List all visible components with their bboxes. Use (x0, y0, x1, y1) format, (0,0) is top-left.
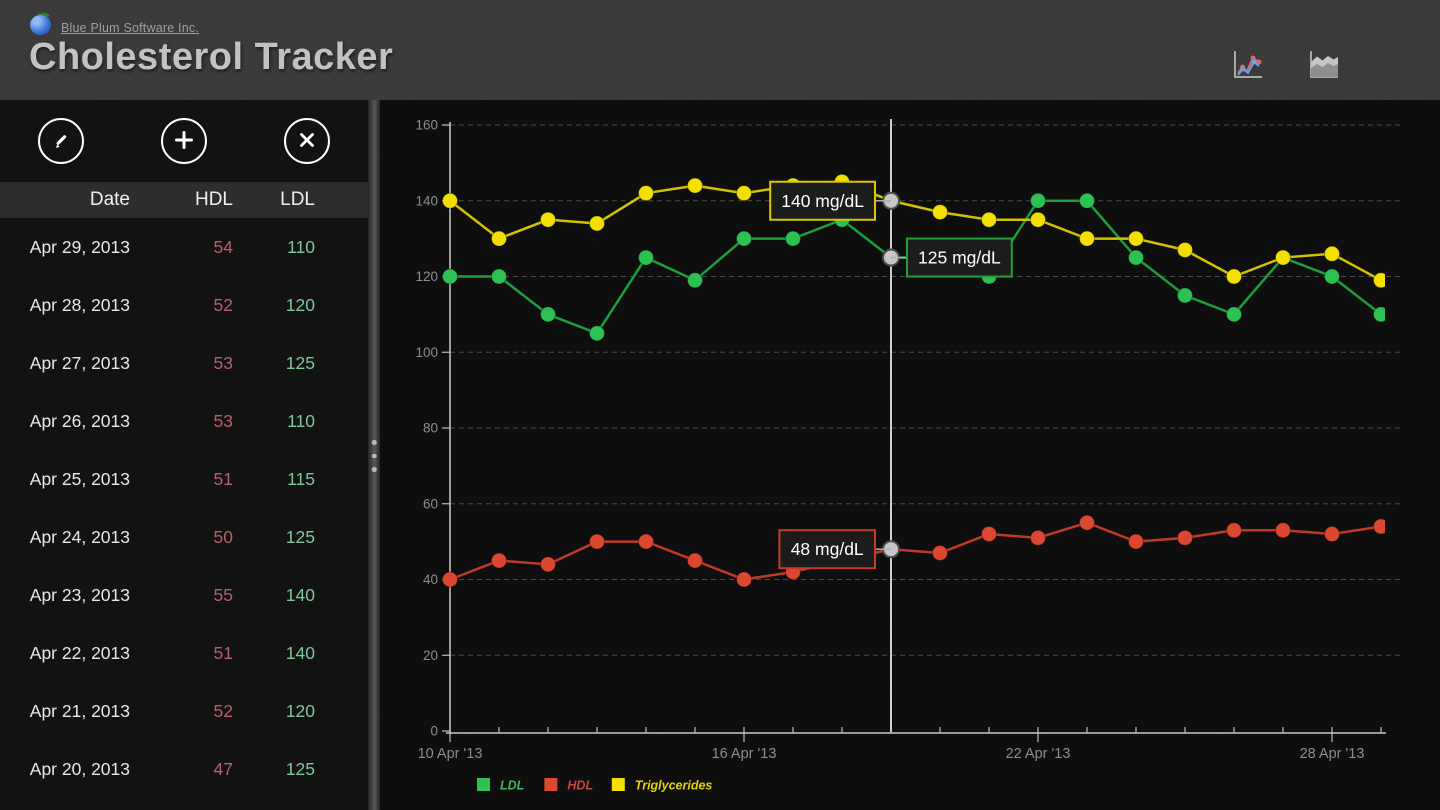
grip-dots-icon (371, 440, 377, 472)
svg-text:28 Apr '13: 28 Apr '13 (1300, 746, 1365, 762)
close-icon (295, 128, 319, 155)
plum-logo-icon (30, 10, 53, 35)
svg-text:0: 0 (430, 724, 438, 739)
app-header: Blue Plum Software Inc. Cholesterol Trac… (0, 0, 1440, 100)
cell-hdl: 47 (213, 758, 233, 779)
line-chart-view-button[interactable] (1230, 48, 1264, 82)
svg-text:100: 100 (415, 345, 438, 360)
cell-hdl: 50 (213, 526, 233, 547)
column-header-date: Date (89, 189, 130, 210)
cell-hdl: 55 (213, 584, 233, 605)
svg-text:48 mg/dL: 48 mg/dL (791, 539, 864, 559)
area-chart-view-button[interactable] (1306, 48, 1340, 82)
svg-text:80: 80 (423, 421, 438, 436)
svg-text:125 mg/dL: 125 mg/dL (918, 248, 1001, 268)
cell-ldl: 125 (285, 352, 315, 373)
column-header-ldl: LDL (280, 189, 315, 210)
records-toolbar (0, 100, 368, 182)
cell-date: Apr 29, 2013 (29, 236, 130, 257)
cell-ldl: 125 (285, 526, 315, 547)
table-row[interactable]: Apr 22, 2013 51 140 (0, 624, 368, 682)
table-row[interactable]: Apr 27, 2013 53 125 (0, 334, 368, 392)
cell-ldl: 120 (285, 700, 315, 721)
column-header-hdl: HDL (194, 189, 233, 210)
cell-ldl: 140 (285, 642, 315, 663)
cell-hdl: 51 (213, 642, 233, 663)
table-row[interactable]: Apr 21, 2013 52 120 (0, 682, 368, 740)
svg-text:Triglycerides: Triglycerides (635, 779, 713, 793)
line-chart-icon (1230, 51, 1264, 85)
chart-canvas[interactable]: 0 20 40 60 80 100 120 140 160 10 Apr '13 16 Apr '1… (380, 100, 1440, 810)
splitter-handle[interactable] (368, 100, 380, 810)
svg-text:160: 160 (415, 118, 438, 133)
table-row[interactable]: Apr 20, 2013 47 125 (0, 740, 368, 798)
cell-hdl: 54 (213, 236, 233, 257)
svg-text:140 mg/dL: 140 mg/dL (781, 191, 864, 211)
records-sidebar: Date HDL LDL Apr 29, 2013 54 110 Apr 28, 20… (0, 100, 368, 810)
area-chart-icon (1306, 51, 1340, 85)
plus-icon (172, 128, 196, 155)
cell-date: Apr 24, 2013 (29, 526, 130, 547)
cell-hdl: 52 (213, 294, 233, 315)
cell-ldl: 110 (287, 236, 315, 257)
cell-hdl: 53 (213, 410, 233, 431)
svg-text:16 Apr '13: 16 Apr '13 (712, 746, 777, 762)
cell-hdl: 51 (213, 468, 233, 489)
cell-date: Apr 23, 2013 (29, 584, 130, 605)
page-title: Cholesterol Tracker (29, 36, 394, 78)
chart-panel: 0 20 40 60 80 100 120 140 160 10 Apr '13 16 Apr '1… (380, 100, 1440, 810)
add-button[interactable] (161, 118, 207, 164)
cell-date: Apr 20, 2013 (29, 758, 130, 779)
cell-date: Apr 21, 2013 (29, 700, 130, 721)
table-row[interactable]: Apr 28, 2013 52 120 (0, 276, 368, 334)
cell-hdl: 53 (213, 352, 233, 373)
cell-date: Apr 28, 2013 (29, 294, 130, 315)
svg-text:HDL: HDL (567, 779, 593, 793)
cell-ldl: 110 (287, 410, 315, 431)
cell-date: Apr 27, 2013 (29, 352, 130, 373)
edit-button[interactable] (38, 118, 84, 164)
table-row[interactable]: Apr 25, 2013 51 115 (0, 450, 368, 508)
cell-ldl: 140 (285, 584, 315, 605)
svg-text:22 Apr '13: 22 Apr '13 (1006, 746, 1071, 762)
svg-text:60: 60 (423, 496, 438, 511)
cell-ldl: 120 (285, 294, 315, 315)
table-row[interactable]: Apr 23, 2013 55 140 (0, 566, 368, 624)
cell-ldl: 115 (287, 468, 315, 489)
cell-date: Apr 26, 2013 (29, 410, 130, 431)
cell-hdl: 52 (213, 700, 233, 721)
table-rows: Apr 29, 2013 54 110 Apr 28, 2013 52 120 Apr 27… (0, 218, 368, 810)
delete-button[interactable] (284, 118, 330, 164)
cell-date: Apr 22, 2013 (29, 642, 130, 663)
svg-text:LDL: LDL (500, 779, 524, 793)
table-row[interactable]: Apr 24, 2013 50 125 (0, 508, 368, 566)
table-row[interactable]: Apr 26, 2013 53 110 (0, 392, 368, 450)
svg-text:20: 20 (423, 648, 438, 663)
svg-text:140: 140 (415, 193, 438, 208)
svg-text:120: 120 (415, 269, 438, 284)
company-link[interactable]: Blue Plum Software Inc. (61, 21, 199, 35)
svg-text:40: 40 (423, 572, 438, 587)
table-header: Date HDL LDL (0, 182, 368, 218)
pencil-icon (49, 128, 73, 155)
table-row[interactable]: Apr 29, 2013 54 110 (0, 218, 368, 276)
svg-text:10 Apr '13: 10 Apr '13 (418, 746, 483, 762)
cell-date: Apr 25, 2013 (29, 468, 130, 489)
cell-ldl: 125 (285, 758, 315, 779)
